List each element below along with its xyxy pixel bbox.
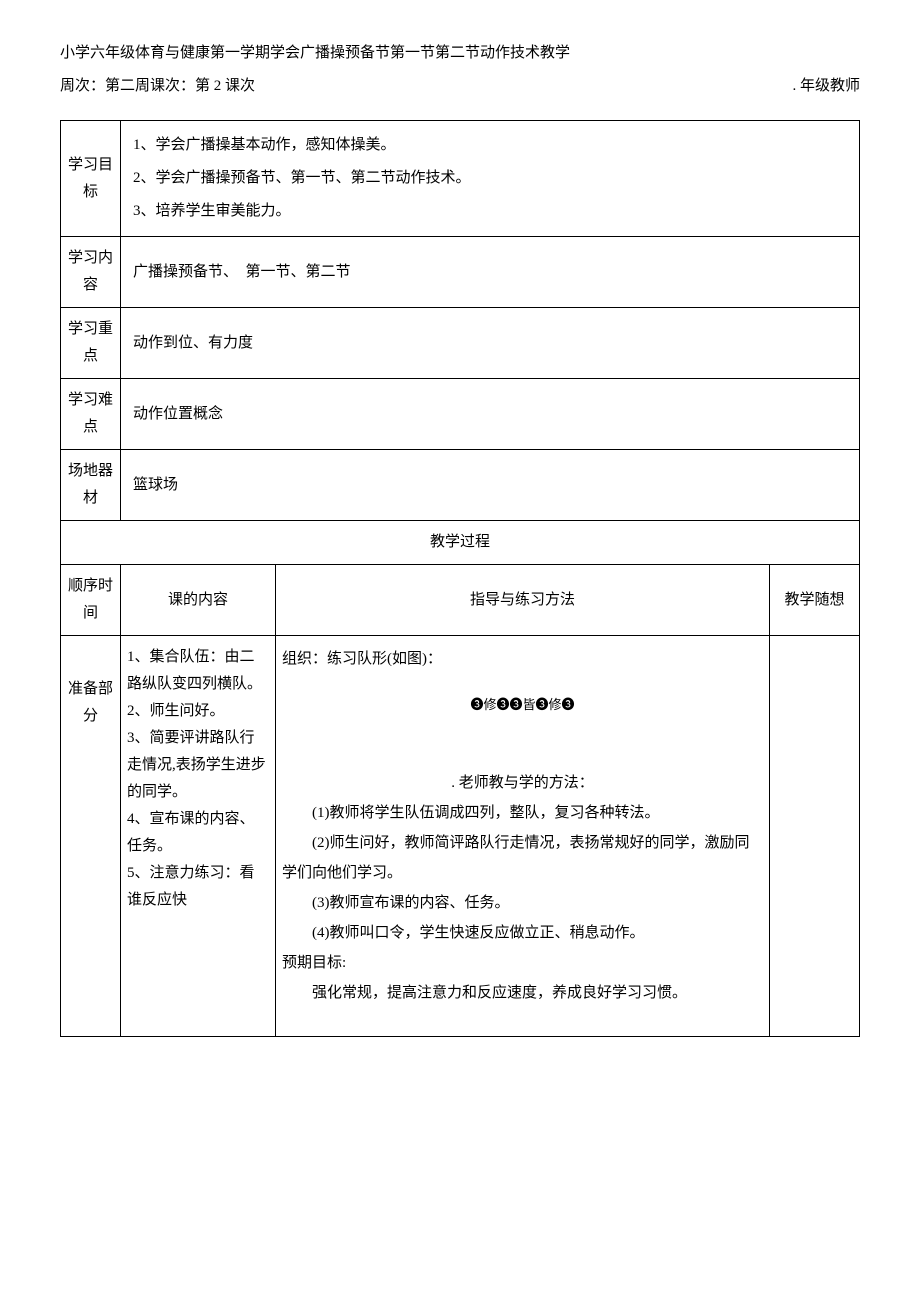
col-order-time: 顺序时间: [61, 565, 121, 636]
goal-item: 1、学会广播操基本动作，感知体操美。: [133, 129, 853, 162]
page-subheader: 周次：第二周课次：第 2 课次 . 年级教师: [60, 73, 860, 100]
prep-content: 1、集合队伍：由二路纵队变四列横队。 2、师生问好。 3、简要评讲路队行走情况,…: [121, 636, 276, 1037]
prep-line: 5、注意力练习：看谁反应快: [127, 860, 269, 914]
venue-label: 场地器材: [61, 450, 121, 521]
goal-item: 2、学会广播操预备节、第一节、第二节动作技术。: [133, 162, 853, 195]
table-row: 准备部分 1、集合队伍：由二路纵队变四列横队。 2、师生问好。 3、简要评讲路队…: [61, 636, 860, 1037]
venue-value: 篮球场: [121, 450, 860, 521]
page-title: 小学六年级体育与健康第一学期学会广播操预备节第一节第二节动作技术教学: [60, 40, 860, 67]
week-info: 周次：第二周课次：第 2 课次: [60, 73, 255, 100]
table-row: 场地器材 篮球场: [61, 450, 860, 521]
col-lesson-content: 课的内容: [121, 565, 276, 636]
difficulty-value: 动作位置概念: [121, 379, 860, 450]
prep-line: 2、师生问好。: [127, 698, 269, 725]
goal-item: 3、培养学生审美能力。: [133, 195, 853, 228]
table-row: 学习目标 1、学会广播操基本动作，感知体操美。 2、学会广播操预备节、第一节、第…: [61, 121, 860, 237]
table-row: 教学过程: [61, 521, 860, 565]
teach-item: (1)教师将学生队伍调成四列，整队，复习各种转法。: [282, 798, 763, 828]
goals-content: 1、学会广播操基本动作，感知体操美。 2、学会广播操预备节、第一节、第二节动作技…: [121, 121, 860, 237]
table-row: 学习难点 动作位置概念: [61, 379, 860, 450]
teacher-info: . 年级教师: [792, 73, 860, 100]
lesson-plan-table: 学习目标 1、学会广播操基本动作，感知体操美。 2、学会广播操预备节、第一节、第…: [60, 120, 860, 1037]
prep-line: 3、简要评讲路队行走情况,表扬学生进步的同学。: [127, 725, 269, 806]
keypoint-label: 学习重点: [61, 308, 121, 379]
prep-method: 组织：练习队形(如图)： ❸修❸❸皆❸修❸ . 老师教与学的方法： (1)教师将…: [276, 636, 770, 1037]
content-value: 广播操预备节、 第一节、第二节: [121, 237, 860, 308]
prep-line: 4、宣布课的内容、任务。: [127, 806, 269, 860]
teach-item: (4)教师叫口令，学生快速反应做立正、稍息动作。: [282, 918, 763, 948]
expect-label: 预期目标:: [282, 948, 763, 978]
table-row: 学习内容 广播操预备节、 第一节、第二节: [61, 237, 860, 308]
prep-notes: [769, 636, 859, 1037]
col-method: 指导与练习方法: [276, 565, 770, 636]
teach-item: (2)师生问好，教师简评路队行走情况，表扬常规好的同学，激励同学们向他们学习。: [282, 828, 763, 888]
teach-item: (3)教师宣布课的内容、任务。: [282, 888, 763, 918]
teach-title: . 老师教与学的方法：: [282, 768, 763, 798]
goals-label: 学习目标: [61, 121, 121, 237]
process-header: 教学过程: [61, 521, 860, 565]
table-row: 学习重点 动作到位、有力度: [61, 308, 860, 379]
method-org: 组织：练习队形(如图)：: [282, 644, 763, 674]
content-label: 学习内容: [61, 237, 121, 308]
prep-line: 1、集合队伍：由二路纵队变四列横队。: [127, 644, 269, 698]
prep-label: 准备部分: [61, 636, 121, 1037]
expect-text: 强化常规，提高注意力和反应速度，养成良好学习习惯。: [282, 978, 763, 1008]
table-row: 顺序时间 课的内容 指导与练习方法 教学随想: [61, 565, 860, 636]
formation-dots: ❸修❸❸皆❸修❸: [282, 692, 763, 718]
keypoint-value: 动作到位、有力度: [121, 308, 860, 379]
col-notes: 教学随想: [769, 565, 859, 636]
difficulty-label: 学习难点: [61, 379, 121, 450]
